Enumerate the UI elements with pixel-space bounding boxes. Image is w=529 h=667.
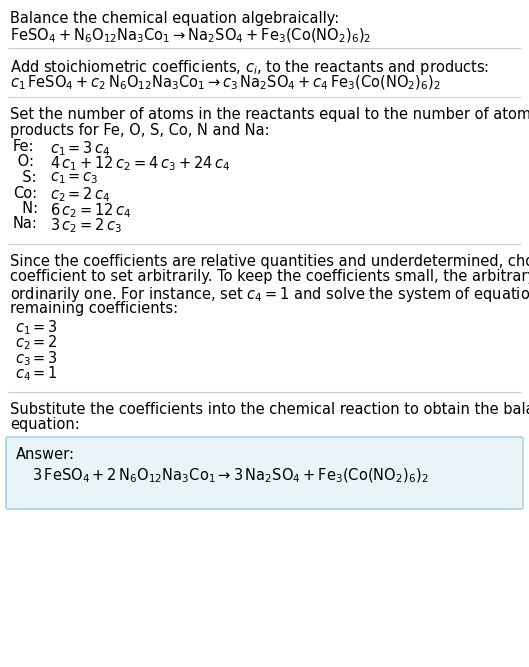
- Text: ordinarily one. For instance, set $c_4 = 1$ and solve the system of equations fo: ordinarily one. For instance, set $c_4 =…: [10, 285, 529, 304]
- Text: $4\,c_1 + 12\,c_2 = 4\,c_3 + 24\,c_4$: $4\,c_1 + 12\,c_2 = 4\,c_3 + 24\,c_4$: [50, 155, 230, 173]
- Text: $\mathregular{FeSO_4 + N_6O_{12}Na_3Co_1 \rightarrow  Na_2SO_4 + Fe_3(Co(NO_2)_6: $\mathregular{FeSO_4 + N_6O_{12}Na_3Co_1…: [10, 27, 371, 45]
- Text: $3\,c_2 = 2\,c_3$: $3\,c_2 = 2\,c_3$: [50, 217, 122, 235]
- Text: remaining coefficients:: remaining coefficients:: [10, 301, 178, 315]
- Text: $c_1 = c_3$: $c_1 = c_3$: [50, 170, 98, 185]
- Text: Add stoichiometric coefficients, $c_i$, to the reactants and products:: Add stoichiometric coefficients, $c_i$, …: [10, 58, 489, 77]
- Text: O:: O:: [13, 155, 34, 169]
- Text: products for Fe, O, S, Co, N and Na:: products for Fe, O, S, Co, N and Na:: [10, 123, 270, 137]
- Text: $c_2 = 2$: $c_2 = 2$: [15, 334, 58, 352]
- Text: $6\,c_2 = 12\,c_4$: $6\,c_2 = 12\,c_4$: [50, 201, 132, 219]
- Text: $c_1 = 3$: $c_1 = 3$: [15, 318, 58, 337]
- Text: $c_4 = 1$: $c_4 = 1$: [15, 364, 58, 384]
- Text: $c_2 = 2\,c_4$: $c_2 = 2\,c_4$: [50, 185, 111, 204]
- Text: coefficient to set arbitrarily. To keep the coefficients small, the arbitrary va: coefficient to set arbitrarily. To keep …: [10, 269, 529, 285]
- Text: Balance the chemical equation algebraically:: Balance the chemical equation algebraica…: [10, 11, 339, 26]
- Text: Fe:: Fe:: [13, 139, 34, 154]
- Text: S:: S:: [13, 170, 37, 185]
- FancyBboxPatch shape: [6, 437, 523, 509]
- Text: Set the number of atoms in the reactants equal to the number of atoms in the: Set the number of atoms in the reactants…: [10, 107, 529, 122]
- Text: $c_1 = 3\,c_4$: $c_1 = 3\,c_4$: [50, 139, 111, 157]
- Text: Answer:: Answer:: [16, 447, 75, 462]
- Text: Since the coefficients are relative quantities and underdetermined, choose a: Since the coefficients are relative quan…: [10, 254, 529, 269]
- Text: $3\, \mathregular{FeSO_4} + 2\, \mathregular{N_6O_{12}Na_3Co_1} \rightarrow  3\,: $3\, \mathregular{FeSO_4} + 2\, \mathreg…: [32, 466, 428, 485]
- Text: Co:: Co:: [13, 185, 37, 201]
- Text: Substitute the coefficients into the chemical reaction to obtain the balanced: Substitute the coefficients into the che…: [10, 402, 529, 417]
- Text: $c_3 = 3$: $c_3 = 3$: [15, 349, 58, 368]
- Text: Na:: Na:: [13, 217, 38, 231]
- Text: $c_1\, \mathregular{FeSO_4} + c_2\, \mathregular{N_6O_{12}Na_3Co_1} \rightarrow : $c_1\, \mathregular{FeSO_4} + c_2\, \mat…: [10, 73, 441, 92]
- Text: equation:: equation:: [10, 418, 80, 432]
- Text: N:: N:: [13, 201, 38, 216]
